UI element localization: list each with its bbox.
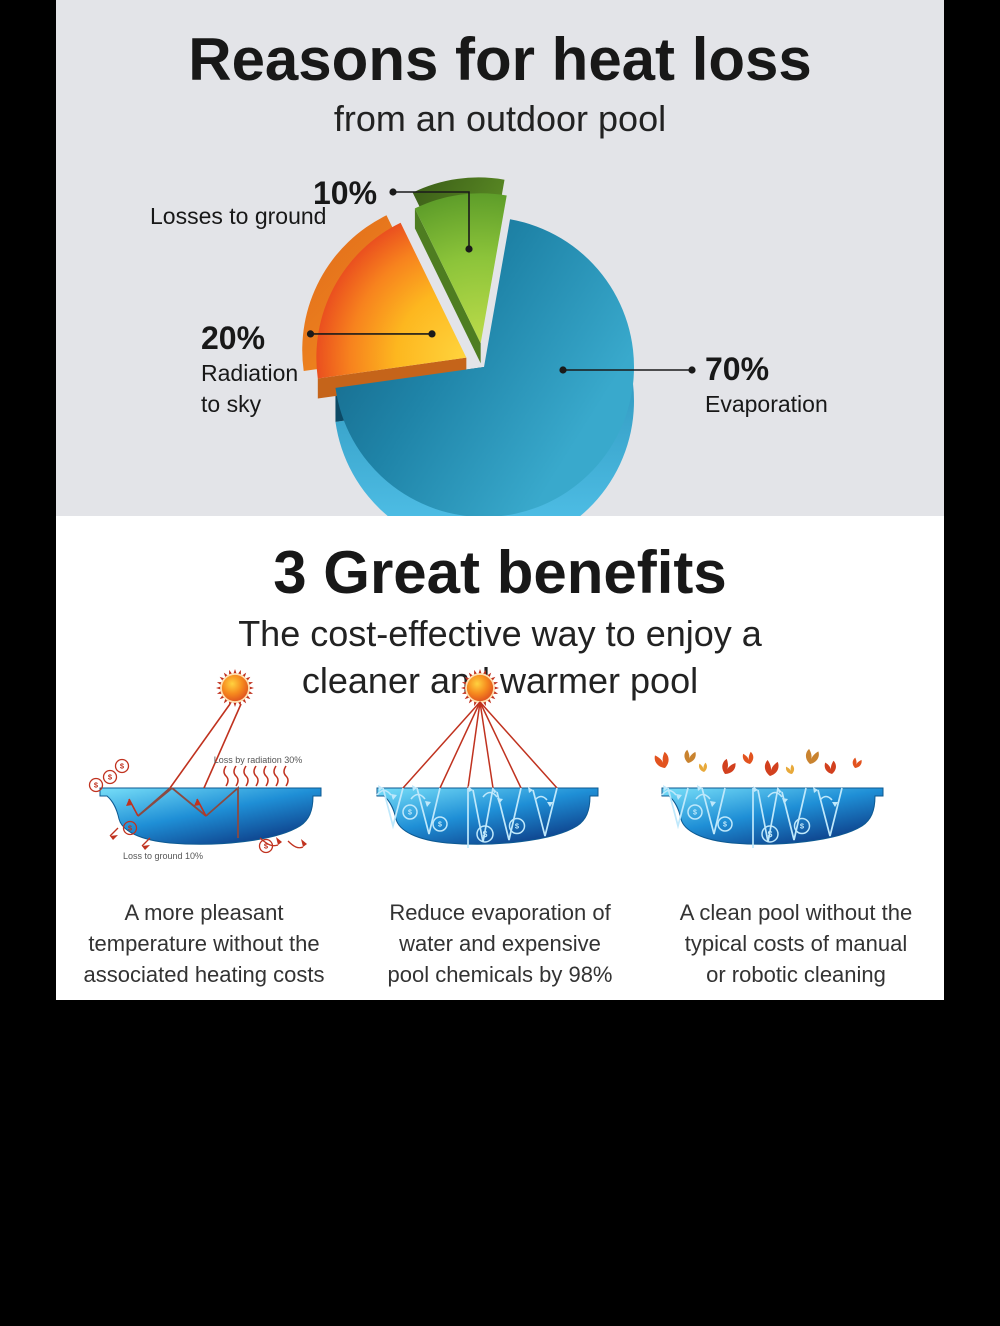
svg-text:$: $ [768, 829, 773, 839]
svg-text:$: $ [723, 822, 727, 829]
svg-text:$: $ [120, 762, 125, 771]
svg-text:$: $ [693, 810, 697, 817]
svg-text:$: $ [408, 810, 412, 817]
svg-text:$: $ [438, 822, 442, 829]
svg-text:$: $ [108, 773, 113, 782]
svg-text:$: $ [94, 781, 99, 790]
svg-text:Loss to ground 10%: Loss to ground 10% [123, 851, 203, 861]
svg-text:Loss by radiation 30%: Loss by radiation 30% [214, 755, 303, 765]
svg-text:$: $ [483, 829, 488, 839]
